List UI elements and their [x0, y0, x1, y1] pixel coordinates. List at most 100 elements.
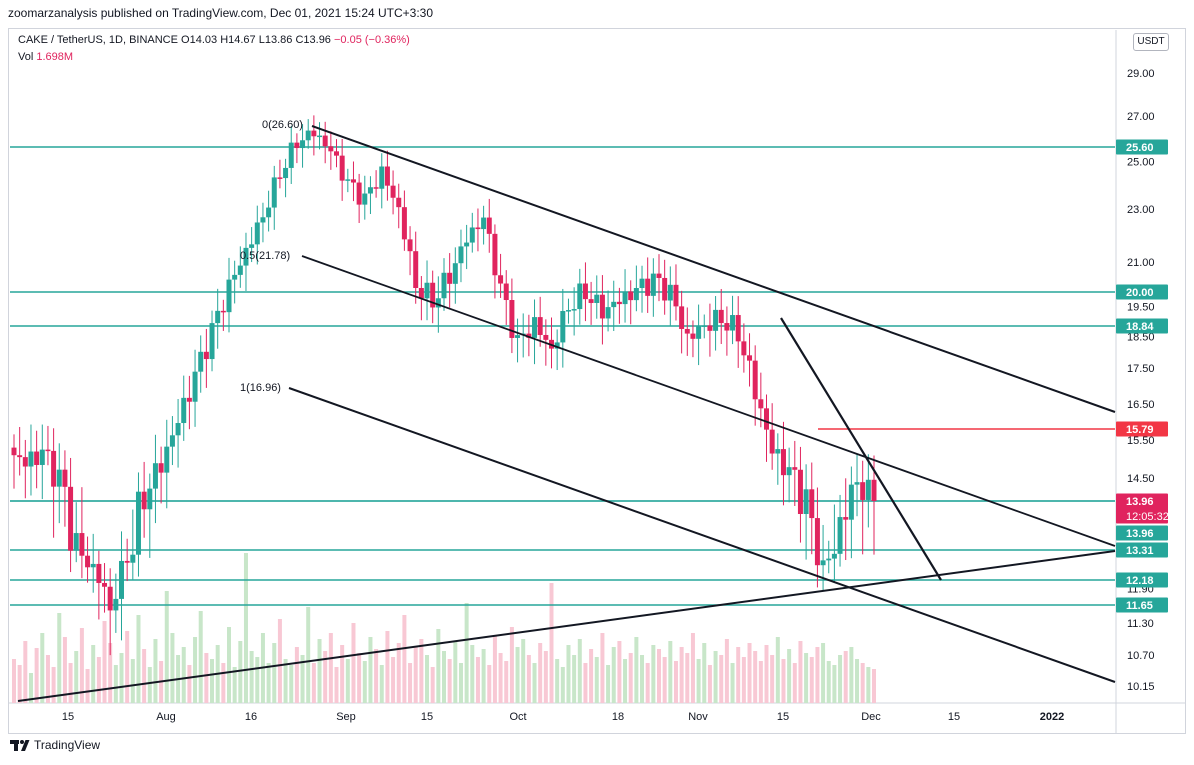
volume-bar	[23, 641, 28, 703]
volume-bar	[657, 649, 661, 703]
volume-bar	[328, 633, 333, 703]
volume-bar	[589, 649, 594, 703]
price-change: −0.05 (−0.36%)	[334, 34, 410, 46]
volume-bar	[764, 645, 769, 703]
candle-body	[565, 310, 571, 312]
volume-bar	[843, 651, 848, 703]
volume-bar	[458, 663, 463, 703]
volume-bar	[193, 637, 198, 703]
fib-level-label: 0.5(21.78)	[240, 250, 290, 262]
candle-body	[848, 484, 854, 520]
volume-label: Vol	[18, 51, 34, 63]
volume-bar	[815, 647, 820, 703]
volume-bar	[266, 663, 271, 703]
volume-bar	[362, 661, 367, 703]
volume-bar	[147, 667, 152, 703]
volume-bar	[453, 641, 458, 703]
volume-bar	[447, 659, 452, 703]
price-axis-tick: 29.00	[1127, 68, 1155, 80]
candle-body	[532, 317, 538, 338]
volume-bar	[408, 663, 413, 703]
resistance-price-tag: 15.79	[1126, 424, 1154, 436]
candle-body	[713, 309, 719, 331]
candle-body	[786, 467, 792, 476]
time-axis-tick: Oct	[509, 711, 526, 723]
candle-body	[662, 277, 668, 301]
chart-frame[interactable]	[8, 28, 1186, 734]
candle-body	[90, 563, 96, 568]
candle-body	[164, 446, 170, 473]
candle-body	[367, 187, 373, 194]
candle-body	[135, 491, 141, 555]
volume-bar	[690, 633, 695, 703]
candle-body	[820, 560, 826, 566]
candle-body	[322, 135, 328, 147]
price-axis-tick: 19.50	[1127, 302, 1155, 314]
candle-body	[68, 486, 74, 551]
currency-unit-button[interactable]: USDT	[1133, 33, 1169, 51]
volume-bar	[673, 661, 678, 703]
candle-body	[266, 207, 272, 218]
volume-bar	[860, 663, 865, 703]
volume-bar	[396, 643, 401, 703]
tradingview-logo-icon	[10, 740, 30, 751]
candle-body	[803, 489, 809, 515]
tradingview-branding[interactable]: TradingView	[10, 738, 100, 752]
ohlc-close: C13.96	[295, 34, 331, 46]
candle-body	[599, 294, 605, 319]
candle-body	[152, 463, 158, 489]
volume-bar	[385, 631, 390, 703]
volume-bar	[696, 659, 701, 703]
volume-bar	[611, 647, 616, 703]
volume-bar	[51, 667, 56, 703]
candle-body	[503, 283, 509, 301]
volume-bar	[549, 583, 554, 703]
volume-bar	[724, 639, 729, 703]
price-axis-tick: 27.00	[1127, 111, 1155, 123]
volume-bar	[351, 623, 356, 703]
volume-bar	[730, 663, 735, 703]
candle-body	[124, 560, 130, 563]
volume-bar	[294, 647, 299, 703]
volume-bar	[781, 659, 786, 703]
candle-body	[718, 309, 724, 324]
candle-body	[294, 142, 300, 149]
price-level-tag: 20.00	[1126, 287, 1154, 299]
volume-bar	[504, 661, 509, 703]
candle-body	[690, 333, 696, 339]
symbol-pair[interactable]: CAKE / TetherUS, 1D, BINANCE	[18, 34, 178, 46]
time-axis-tick: 15	[777, 711, 789, 723]
candle-body	[865, 479, 871, 500]
volume-bar	[45, 655, 50, 703]
candle-body	[147, 488, 153, 510]
candle-body	[814, 518, 820, 566]
price-axis-tick: 25.00	[1127, 156, 1155, 168]
volume-bar	[57, 613, 62, 703]
footer-brand: TradingView	[34, 738, 101, 752]
volume-bar	[204, 653, 209, 703]
volume-bar	[402, 615, 407, 703]
price-axis-tick: 10.70	[1127, 650, 1155, 662]
volume-bar	[108, 643, 113, 703]
candle-body	[56, 469, 62, 487]
candle-body	[317, 135, 323, 138]
candle-body	[28, 451, 34, 467]
candle-body	[413, 251, 419, 288]
time-axis-tick: Nov	[688, 711, 708, 723]
volume-bar	[79, 628, 84, 703]
candle-body	[271, 177, 277, 208]
ascending-trendline	[17, 550, 1116, 702]
price-axis-tick: 17.50	[1127, 363, 1155, 375]
volume-bar	[804, 653, 809, 703]
volume-bar	[62, 637, 67, 703]
candle-body	[130, 554, 136, 563]
candle-body	[22, 457, 28, 467]
volume-bar	[12, 659, 16, 703]
candle-body	[181, 397, 187, 424]
candle-body	[452, 263, 458, 284]
volume-bar	[849, 647, 854, 703]
volume-bar	[17, 665, 22, 703]
candle-body	[305, 130, 311, 141]
candle-body	[390, 185, 396, 198]
